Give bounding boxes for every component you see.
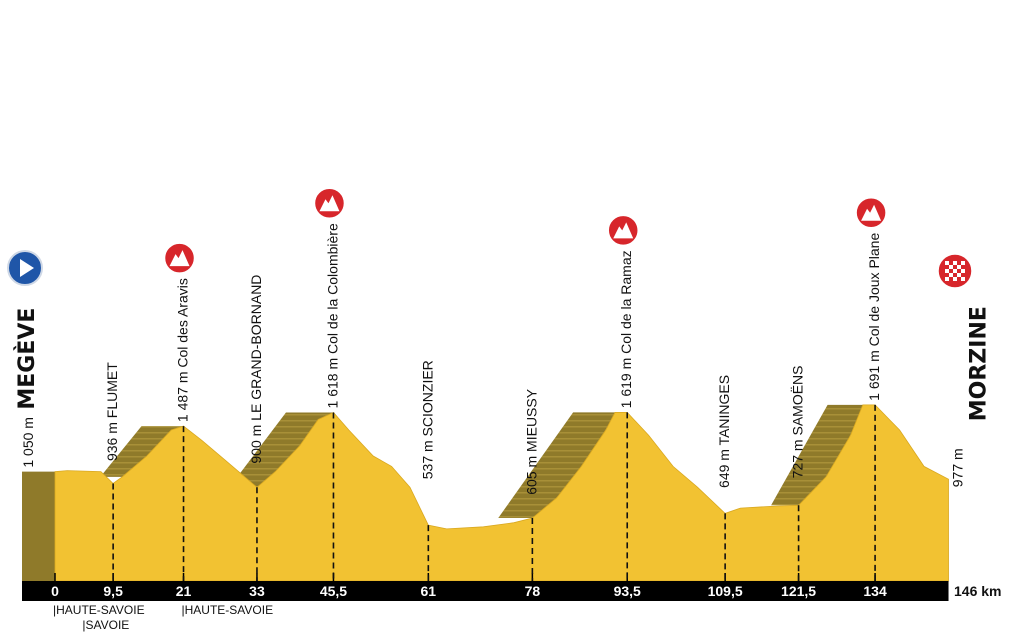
region-label: |HAUTE-SAVOIE [182, 603, 274, 617]
checker-square [961, 277, 965, 281]
waypoint-label: 649 m TANINGES [716, 375, 732, 488]
mountain-icon [313, 187, 346, 219]
tick-label: 61 [421, 583, 437, 599]
checkered-flag-icon [937, 253, 973, 289]
start-city: MEGÈVE [14, 308, 40, 410]
waypoint-label: 1 691 m Col de Joux Plane [866, 233, 882, 401]
tick-label: 134 [863, 583, 887, 599]
checker-square [957, 273, 961, 277]
waypoint-label: 1 487 m Col des Aravis [175, 278, 191, 422]
start-block [22, 471, 56, 581]
checker-square [949, 265, 953, 269]
mountain-icon [607, 214, 639, 247]
waypoint-label: 1 619 m Col de la Ramaz [618, 250, 634, 408]
tick-label: 78 [525, 583, 541, 599]
mountain-shape [169, 250, 190, 267]
waypoint-label: 537 m SCIONZIER [419, 360, 435, 479]
waypoint-label: 900 m LE GRAND-BORNAND [248, 275, 264, 464]
checker-square [945, 277, 949, 281]
checker-square [953, 277, 957, 281]
tick-label: 121,5 [781, 583, 816, 599]
tick-label: 0 [51, 583, 59, 599]
mountain-shape [613, 222, 634, 239]
mountain-icon [163, 242, 196, 274]
region-label: |SAVOIE [82, 618, 129, 632]
play-shape [20, 259, 34, 277]
checker-square [949, 273, 953, 277]
waypoint-label: 727 m SAMOËNS [790, 365, 806, 478]
checker-square [961, 261, 965, 265]
tick-label: 45,5 [320, 583, 347, 599]
checker-square [957, 265, 961, 269]
checker-square [953, 269, 957, 273]
tick-label: 93,5 [614, 583, 641, 599]
tick-label: 9,5 [103, 583, 123, 599]
tick-label: 21 [176, 583, 192, 599]
checker-square [953, 261, 957, 265]
finish-city: MORZINE [967, 306, 992, 421]
tick-label: 109,5 [708, 583, 743, 599]
mountain-shape [861, 204, 882, 221]
total-distance-label: 146 km [954, 583, 1001, 599]
climb-ramp [498, 412, 628, 518]
mountain-shape [319, 195, 340, 212]
region-label: |HAUTE-SAVOIE [53, 603, 145, 617]
finish-elevation: 977 m [950, 448, 966, 487]
checker-square [961, 269, 965, 273]
checker-square [945, 269, 949, 273]
waypoint-label: 1 618 m Col de la Colombière [324, 223, 340, 408]
tick-label: 33 [249, 583, 265, 599]
checker-square [945, 261, 949, 265]
distance-axis [22, 581, 949, 601]
climb-ramp [771, 404, 876, 506]
play-circle-icon [7, 250, 43, 286]
start-elevation: 1 050 m [20, 417, 36, 468]
waypoint-label: 605 m MIEUSSY [523, 388, 539, 494]
climb-ramp [229, 412, 334, 488]
waypoint-label: 936 m FLUMET [104, 362, 120, 461]
mountain-icon [855, 196, 887, 229]
